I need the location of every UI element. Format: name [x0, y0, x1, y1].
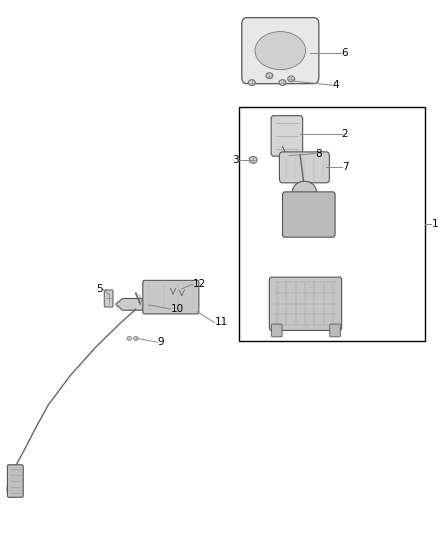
Text: 1: 1 [431, 220, 438, 229]
FancyBboxPatch shape [242, 18, 319, 84]
FancyBboxPatch shape [143, 280, 199, 314]
Ellipse shape [249, 157, 257, 164]
Ellipse shape [127, 337, 131, 341]
Ellipse shape [292, 181, 316, 203]
Bar [239, 107, 425, 341]
FancyBboxPatch shape [279, 152, 329, 183]
Text: 12: 12 [193, 279, 206, 289]
Ellipse shape [266, 73, 273, 79]
Polygon shape [116, 298, 164, 310]
Text: 4: 4 [333, 80, 339, 90]
FancyBboxPatch shape [269, 277, 342, 330]
FancyBboxPatch shape [272, 324, 282, 337]
FancyBboxPatch shape [271, 116, 303, 156]
Text: 5: 5 [96, 285, 103, 294]
FancyBboxPatch shape [104, 290, 113, 307]
Ellipse shape [255, 31, 306, 70]
Text: 10: 10 [171, 304, 184, 314]
Text: 7: 7 [342, 163, 348, 172]
Text: 2: 2 [342, 130, 348, 139]
Text: 3: 3 [232, 155, 239, 165]
Text: 9: 9 [158, 337, 164, 347]
Ellipse shape [134, 337, 138, 341]
Text: 8: 8 [315, 149, 322, 158]
Text: 11: 11 [215, 318, 228, 327]
Text: 6: 6 [342, 49, 348, 58]
FancyBboxPatch shape [330, 324, 340, 337]
FancyBboxPatch shape [7, 465, 23, 497]
Ellipse shape [279, 79, 286, 86]
FancyBboxPatch shape [283, 192, 335, 237]
Ellipse shape [288, 76, 295, 82]
Ellipse shape [248, 79, 255, 86]
